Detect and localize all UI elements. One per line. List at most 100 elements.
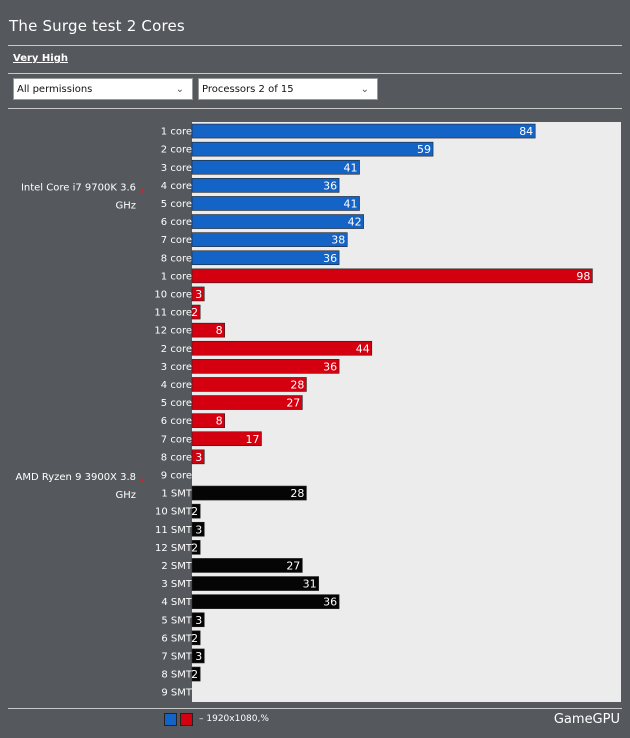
bar[interactable] — [191, 123, 536, 139]
chart-title: The Surge test 2 Cores — [9, 17, 185, 35]
bar[interactable] — [191, 558, 303, 573]
tick-label: 6 core — [161, 217, 192, 228]
data-label: 41 — [344, 197, 358, 210]
bar[interactable] — [191, 576, 319, 591]
data-label: 3 — [195, 288, 202, 301]
bar[interactable] — [191, 630, 201, 646]
tick-label: 8 core — [161, 452, 192, 463]
group-label: GHz — [115, 490, 136, 501]
bar[interactable] — [191, 413, 225, 428]
bar[interactable] — [191, 359, 340, 374]
data-label: 36 — [323, 360, 337, 373]
bar[interactable] — [191, 521, 205, 537]
data-label: 59 — [417, 143, 431, 156]
tick-label: 10 SMT — [155, 507, 193, 518]
bar[interactable] — [191, 250, 340, 266]
bar[interactable] — [191, 540, 201, 555]
data-label: 2 — [191, 541, 198, 554]
bar[interactable] — [191, 141, 434, 157]
bar[interactable] — [191, 648, 205, 664]
bar[interactable] — [191, 159, 360, 175]
data-label: 27 — [286, 397, 300, 410]
tick-label: 8 core — [161, 253, 192, 264]
processors-select-value: Processors 2 of 15 — [202, 84, 294, 95]
tick-label: 9 core — [161, 470, 192, 481]
bar[interactable] — [191, 594, 340, 609]
data-label: 36 — [323, 596, 337, 609]
divider — [8, 108, 622, 109]
bar[interactable] — [191, 322, 225, 338]
tick-label: 7 core — [161, 434, 192, 445]
brand-logo: GameGPU — [553, 712, 620, 727]
bar[interactable] — [191, 268, 593, 284]
legend: – 1920x1080,% — [164, 712, 269, 726]
bar[interactable] — [191, 196, 360, 211]
bar[interactable] — [191, 286, 205, 302]
data-label: 3 — [195, 523, 202, 536]
bar[interactable] — [191, 232, 348, 247]
bar[interactable] — [191, 666, 201, 682]
bar[interactable] — [191, 431, 262, 447]
bar[interactable] — [191, 449, 205, 465]
tick-label: 11 core — [154, 308, 192, 319]
data-label: 28 — [290, 487, 304, 500]
preset-link[interactable]: Very High — [13, 53, 68, 64]
legend-text: – 1920x1080,% — [199, 714, 269, 724]
divider — [8, 708, 622, 709]
group-label: AMD Ryzen 9 3900X 3.8 — [15, 472, 136, 483]
processors-select[interactable]: Processors 2 of 15 ⌄ — [198, 78, 378, 100]
data-label: 8 — [216, 324, 223, 337]
group-marker-icon: ▴ — [140, 475, 144, 484]
data-label: 17 — [245, 433, 259, 446]
permissions-select[interactable]: All permissions ⌄ — [13, 78, 193, 100]
tick-label: 4 SMT — [161, 597, 193, 608]
tick-label: 3 SMT — [161, 579, 193, 590]
tick-label: 5 core — [161, 398, 192, 409]
data-label: 3 — [195, 451, 202, 464]
tick-label: 3 core — [161, 362, 192, 373]
tick-label: 10 core — [154, 289, 192, 300]
data-label: 38 — [331, 234, 345, 247]
bar[interactable] — [191, 612, 205, 628]
tick-label: 2 core — [161, 344, 192, 355]
group-marker-icon: ▴ — [140, 185, 144, 194]
bar[interactable] — [191, 485, 307, 501]
bar[interactable] — [191, 395, 303, 410]
tick-label: 1 core — [161, 271, 192, 282]
tick-label: 2 SMT — [161, 561, 193, 572]
data-label: 44 — [356, 342, 370, 355]
group-label: GHz — [115, 200, 136, 211]
bar[interactable] — [191, 377, 307, 392]
data-label: 98 — [576, 270, 590, 283]
data-label: 3 — [195, 614, 202, 627]
tick-label: 5 core — [161, 199, 192, 210]
bar[interactable] — [191, 178, 340, 193]
data-label: 2 — [191, 632, 198, 645]
data-label: 2 — [191, 505, 198, 518]
data-label: 27 — [286, 559, 300, 572]
data-label: 3 — [195, 650, 202, 663]
bar[interactable] — [191, 304, 201, 320]
data-label: 84 — [519, 125, 533, 138]
tick-label: 5 SMT — [161, 615, 193, 626]
tick-label: 6 core — [161, 416, 192, 427]
data-label: 41 — [344, 161, 358, 174]
tick-label: 7 core — [161, 235, 192, 246]
tick-label: 9 SMT — [161, 688, 193, 699]
bar[interactable] — [191, 214, 364, 229]
chevron-down-icon: ⌄ — [360, 84, 369, 95]
legend-swatch-amd — [180, 712, 193, 726]
chevron-down-icon: ⌄ — [175, 84, 184, 95]
tick-label: 1 SMT — [161, 489, 193, 500]
tick-label: 7 SMT — [161, 651, 193, 662]
data-label: 2 — [191, 306, 198, 319]
data-label: 31 — [303, 578, 317, 591]
bar[interactable] — [191, 503, 201, 519]
data-label: 28 — [290, 378, 304, 391]
tick-label: 12 core — [154, 326, 192, 337]
tick-label: 11 SMT — [155, 525, 193, 536]
tick-label: 2 core — [161, 145, 192, 156]
tick-label: 6 SMT — [161, 633, 193, 644]
bar[interactable] — [191, 340, 373, 356]
